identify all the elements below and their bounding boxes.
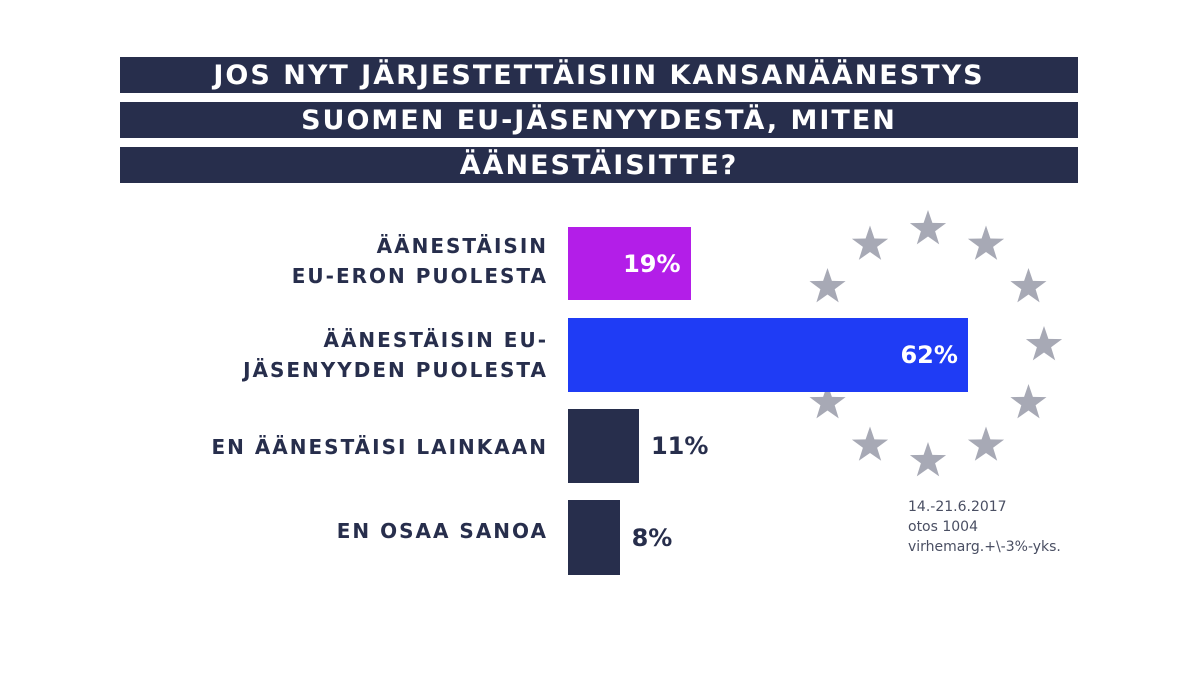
category-label-leave-line-2: EU-ERON PUOLESTA xyxy=(291,264,548,288)
category-label-not-vote-line-1: EN ÄÄNESTÄISI LAINKAAN xyxy=(211,435,548,459)
footnote-sample: otos 1004 xyxy=(908,519,978,535)
eu-star-icon xyxy=(809,384,846,419)
bar-dont-know xyxy=(568,500,620,575)
title-line-3: ÄÄNESTÄISITTE? xyxy=(120,147,1078,183)
eu-star-icon xyxy=(851,426,889,461)
category-label-leave: ÄÄNESTÄISIN EU-ERON PUOLESTA xyxy=(292,231,548,291)
eu-star-icon xyxy=(809,268,846,303)
footnote-dates: 14.-21.6.2017 xyxy=(908,499,1007,515)
chart-title: JOS NYT JÄRJESTETTÄISIIN KANSANÄÄNESTYS … xyxy=(120,57,1078,192)
value-label-leave: 19% xyxy=(623,250,681,278)
eu-star-icon xyxy=(1025,326,1063,361)
value-label-not-vote: 11% xyxy=(650,432,709,460)
eu-star-icon xyxy=(967,426,1005,461)
eu-star-icon xyxy=(909,210,947,245)
category-label-stay: ÄÄNESTÄISIN EU- JÄSENYYDEN PUOLESTA xyxy=(243,325,548,385)
bar-stay xyxy=(568,318,968,392)
eu-star-icon xyxy=(1010,268,1047,303)
title-line-1: JOS NYT JÄRJESTETTÄISIIN KANSANÄÄNESTYS xyxy=(120,57,1078,93)
category-label-dont-know-line-1: EN OSAA SANOA xyxy=(336,519,548,543)
category-label-stay-line-1: ÄÄNESTÄISIN EU- xyxy=(323,328,548,352)
category-label-not-vote: EN ÄÄNESTÄISI LAINKAAN xyxy=(211,432,548,462)
bar-leave xyxy=(568,227,691,300)
footnote-margin: virhemarg.+\-3%-yks. xyxy=(908,539,1061,555)
survey-footnote: 14.-21.6.2017 otos 1004 virhemarg.+\-3%-… xyxy=(908,497,1061,557)
title-line-2: SUOMEN EU-JÄSENYYDESTÄ, MITEN xyxy=(120,102,1078,138)
eu-star-icon xyxy=(851,225,889,260)
value-label-stay: 62% xyxy=(900,341,958,369)
eu-star-icon xyxy=(1010,384,1047,419)
eu-star-icon xyxy=(967,225,1005,260)
value-label-dont-know: 8% xyxy=(631,524,673,552)
category-label-leave-line-1: ÄÄNESTÄISIN xyxy=(376,234,548,258)
bar-not-vote xyxy=(568,409,639,483)
category-label-dont-know: EN OSAA SANOA xyxy=(337,516,548,546)
category-label-stay-line-2: JÄSENYYDEN PUOLESTA xyxy=(243,358,548,382)
eu-star-icon xyxy=(909,442,947,477)
